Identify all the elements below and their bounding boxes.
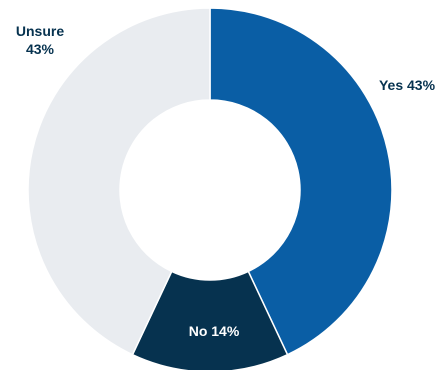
- slice-label-no: No 14%: [189, 323, 240, 339]
- slice-yes: [209, 7, 393, 356]
- slice-label-yes: Yes 43%: [379, 77, 436, 93]
- slice-label-unsure: Unsure 43%: [16, 23, 64, 57]
- slice-unsure: [27, 7, 211, 356]
- slice-labels: Yes 43% No 14% Unsure 43%: [16, 23, 436, 339]
- donut-slices: [27, 7, 393, 370]
